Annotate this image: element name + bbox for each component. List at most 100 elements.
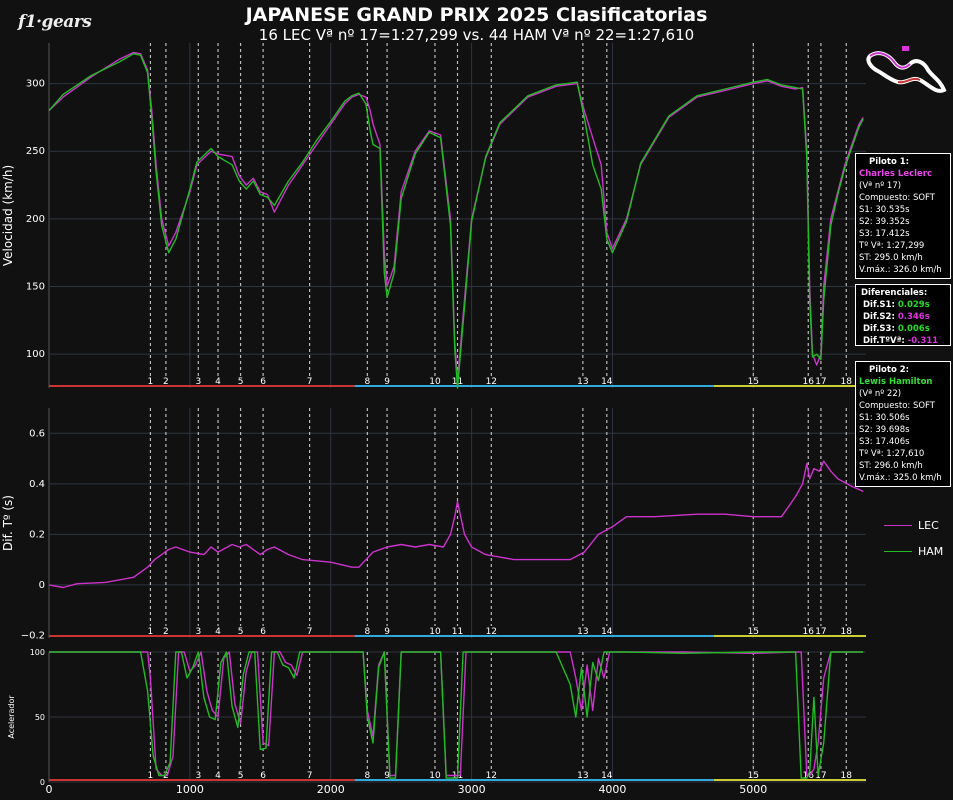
pilot1-stat-row: Compuesto: SOFT (859, 193, 935, 203)
corner-label: 8 (364, 627, 370, 637)
pilot2-stat-row: S1: 30.506s (859, 413, 910, 423)
pilot2-name: Lewis Hamilton (859, 377, 933, 387)
track-map-icon (866, 46, 947, 93)
corner-label: 7 (307, 627, 313, 637)
pilot1-infobox: Piloto 1: Charles Leclerc (Vª nº 17) Com… (855, 153, 951, 279)
series-line-lec (49, 651, 864, 777)
panel-1: 100 150 200 250 300 Velocidad (km/h) 1 2 3 4 5 6 7 8 9… (1, 43, 866, 389)
corner-label: 17 (815, 627, 826, 637)
differentials-infobox: Diferenciales: Dif.S1: 0.029s Dif.S2: 0.3… (855, 284, 951, 346)
y-tick-label: 50 (35, 713, 45, 722)
pilot1-stat-row: ST: 295.0 km/h (859, 253, 923, 263)
y-tick-label: 0 (39, 580, 45, 591)
corner-label: 10 (429, 627, 441, 637)
corner-label: 9 (384, 377, 390, 387)
x-tick-label: 0 (46, 783, 53, 796)
corner-label: 5 (238, 377, 244, 387)
corner-label: 12 (486, 627, 497, 637)
corner-label: 3 (195, 377, 201, 387)
pilot2-stat-row: S3: 17.406s (859, 437, 910, 447)
corner-label: 14 (601, 627, 613, 637)
f1gears-logo: f1·gears (18, 12, 92, 32)
pilot2-heading: Piloto 2: (869, 365, 910, 375)
pilot1-stat-row: Tº Vª: 1:27,299 (859, 241, 925, 251)
corner-label: 1 (148, 771, 154, 781)
corner-label: 13 (577, 771, 588, 781)
pilot1-heading: Piloto 1: (869, 157, 910, 167)
corner-label: 4 (215, 771, 221, 781)
corner-label: 4 (215, 377, 221, 387)
differential-row: Dif.S3: 0.006s (859, 323, 947, 335)
y-tick-label: 150 (26, 282, 45, 293)
corner-label: 3 (195, 771, 201, 781)
corner-label: 1 (148, 377, 154, 387)
x-tick-label: 3000 (458, 783, 486, 796)
legend-swatch (884, 524, 912, 526)
corner-label: 5 (238, 627, 244, 637)
y-tick-label: 0 (40, 778, 45, 787)
differential-value: 0.029s (897, 300, 930, 310)
differential-value: 0.346s (897, 312, 930, 322)
corner-label: 13 (577, 377, 588, 387)
corner-label: 12 (486, 771, 497, 781)
pilot2-infobox: Piloto 2: Lewis Hamilton (Vª nº 22) Comp… (855, 361, 951, 487)
corner-label: 6 (260, 377, 266, 387)
corner-label: 14 (601, 771, 613, 781)
corner-label: 15 (748, 377, 759, 387)
y-axis-label: Dif. Tº (s) (1, 495, 15, 551)
corner-label: 5 (238, 771, 244, 781)
differential-label: Dif.TºVª: (863, 336, 908, 346)
corner-label: 15 (748, 627, 759, 637)
series-line-lec (48, 460, 864, 589)
corner-label: 10 (429, 771, 441, 781)
corner-label: 17 (815, 377, 826, 387)
corner-label: 8 (364, 771, 370, 781)
differential-label: Dif.S2: (863, 312, 898, 322)
pilot1-stat-row: S2: 39.352s (859, 217, 910, 227)
pilot1-name: Charles Leclerc (859, 169, 933, 179)
corner-label: 9 (384, 771, 390, 781)
corner-label: 13 (577, 627, 588, 637)
differential-row: Dif.S2: 0.346s (859, 311, 947, 323)
differential-value: 0.006s (897, 324, 930, 334)
legend-label: HAM (918, 544, 944, 558)
pilot1-lap: (Vª nº 17) (859, 181, 902, 191)
y-tick-label: 0.2 (29, 529, 45, 540)
pilot1-stat-row: S1: 30.535s (859, 205, 910, 215)
corner-label: 18 (841, 771, 853, 781)
legend-item: HAM (884, 538, 950, 564)
corner-label: 6 (260, 627, 266, 637)
corner-label: 14 (601, 377, 613, 387)
series-line-ham (49, 651, 864, 779)
x-tick-label: 5000 (739, 783, 767, 796)
pilot1-stat-row: V.máx.: 326.0 km/h (859, 265, 942, 275)
pilot2-lap: (Vª nº 22) (859, 389, 902, 399)
differential-value: -0.311 (907, 336, 939, 346)
y-tick-label: 0.6 (29, 428, 45, 439)
y-tick-label: 100 (26, 349, 45, 360)
chart-title: JAPANESE GRAND PRIX 2025 Clasificatorias (245, 4, 708, 26)
corner-label: 10 (429, 377, 441, 387)
y-tick-label: 300 (26, 79, 45, 90)
corner-label: 16 (803, 627, 815, 637)
x-tick-label: 2000 (317, 783, 345, 796)
legend-swatch (884, 550, 912, 552)
pilot2-stat-row: Tº Vª: 1:27,610 (859, 449, 925, 459)
corner-label: 18 (841, 627, 853, 637)
corner-label: 1 (148, 627, 154, 637)
corner-label: 6 (260, 771, 266, 781)
pilot1-stat-row: S3: 17.412s (859, 229, 910, 239)
corner-label: 8 (364, 377, 370, 387)
corner-label: 4 (215, 627, 221, 637)
differential-label: Dif.S1: (863, 300, 898, 310)
corner-label: 12 (486, 377, 497, 387)
y-tick-label: 250 (26, 146, 45, 157)
y-tick-label: 200 (26, 214, 45, 225)
corner-label: 2 (163, 627, 169, 637)
y-axis-label: Velocidad (km/h) (1, 165, 15, 266)
pilot2-stat-row: S2: 39.698s (859, 425, 910, 435)
corner-label: 3 (195, 627, 201, 637)
chart-header: f1·gears JAPANESE GRAND PRIX 2025 Clasif… (0, 0, 953, 46)
